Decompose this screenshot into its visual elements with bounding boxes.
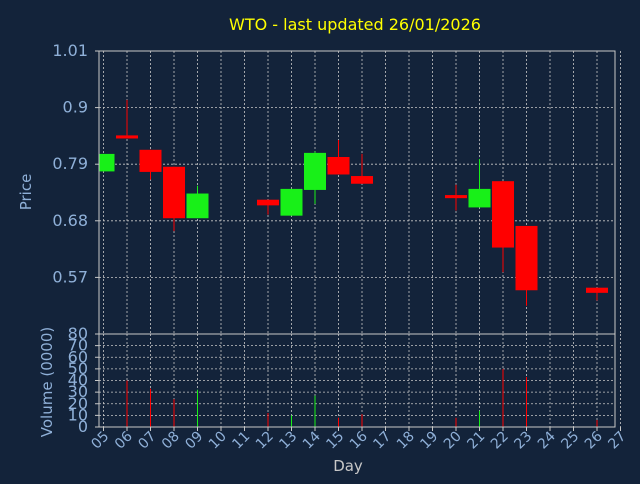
candle-body <box>280 188 303 216</box>
price-axis-label: Price <box>17 174 35 211</box>
candle-body <box>139 149 162 172</box>
candle-body <box>351 176 373 184</box>
price-axis: 0.57 0.68 0.79 0.9 1.01 <box>52 41 99 286</box>
volume-axis-label: Volume (0000) <box>38 327 56 437</box>
candles <box>99 99 608 306</box>
volume-tick-label: 60 <box>68 347 88 366</box>
price-tick-label: 0.68 <box>52 211 88 230</box>
price-tick-label: 0.57 <box>52 267 88 286</box>
candle-body <box>445 195 467 199</box>
x-axis: 05 06 07 08 09 10 11 12 13 14 15 16 17 18 19 20 21 22 23 24… <box>88 427 629 452</box>
chart-title: WTO - last updated 26/01/2026 <box>229 15 481 34</box>
volume-tick-label: 10 <box>68 405 88 424</box>
volume-tick-label: 20 <box>68 394 88 413</box>
price-tick-label: 0.79 <box>52 154 88 173</box>
candle-body <box>99 153 115 172</box>
volume-tick-label: 50 <box>68 359 88 378</box>
x-axis-label: Day <box>333 457 363 475</box>
candle-body <box>116 135 138 139</box>
volume-tick-label: 80 <box>68 324 88 343</box>
candle-body <box>468 188 491 208</box>
candle-body <box>257 199 279 206</box>
candle-body <box>586 287 608 293</box>
volume-tick-label: 40 <box>68 371 88 390</box>
volume-panel-frame <box>98 333 616 428</box>
candle-body <box>492 181 514 248</box>
volume-bars <box>126 368 598 427</box>
candle-body <box>163 166 185 219</box>
candle-body <box>515 225 538 291</box>
candle-body <box>327 156 350 175</box>
price-tick-label: 0.9 <box>63 98 88 117</box>
volume-tick-label: 70 <box>68 336 88 355</box>
candle-body <box>186 193 209 219</box>
volume-tick-label: 30 <box>68 382 88 401</box>
candle-body <box>304 152 326 190</box>
price-tick-label: 1.01 <box>52 41 88 60</box>
volume-tick-label: 0 <box>78 417 88 436</box>
